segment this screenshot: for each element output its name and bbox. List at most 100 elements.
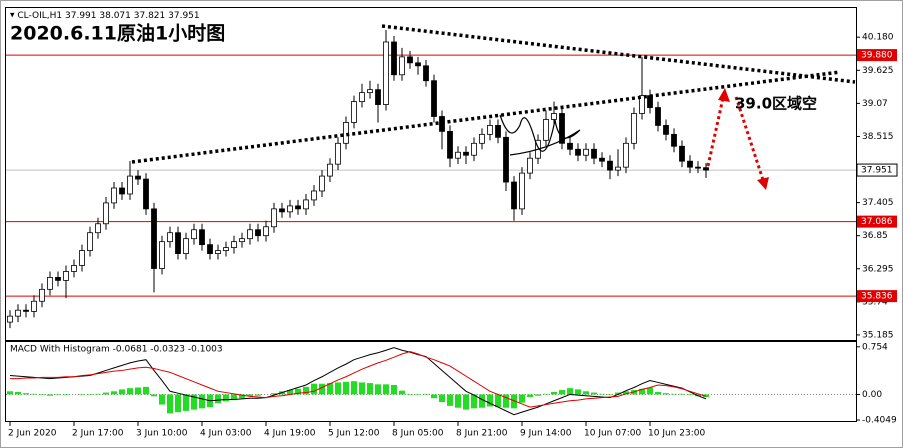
candle-body xyxy=(127,175,133,195)
x-tick-label: 9 Jun 14:00 xyxy=(520,429,572,439)
candle-body xyxy=(175,232,181,254)
candle-body xyxy=(375,89,381,105)
histogram-bar xyxy=(455,394,461,408)
histogram-bar xyxy=(623,391,629,395)
candle-body xyxy=(695,166,701,169)
histogram-bar xyxy=(327,383,333,395)
histogram-bar xyxy=(15,391,21,395)
candle-body xyxy=(319,175,325,192)
trend-line xyxy=(381,24,856,84)
candle-body xyxy=(231,241,237,249)
candle-body xyxy=(111,187,117,204)
histogram-bar xyxy=(559,390,565,395)
histogram-bar xyxy=(431,394,437,399)
candle-body xyxy=(287,205,293,213)
histogram-bar xyxy=(191,394,197,410)
macd-line xyxy=(9,347,707,416)
y-tick-label: 37.405 xyxy=(862,198,894,208)
histogram-bar xyxy=(671,393,677,395)
candle-body xyxy=(567,142,573,150)
y-tick-label: 0.754 xyxy=(862,342,888,352)
histogram-bar xyxy=(215,394,221,404)
histogram-bar xyxy=(655,391,661,395)
histogram-bar xyxy=(151,394,157,397)
histogram-bar xyxy=(687,394,693,396)
candle-body xyxy=(63,271,69,281)
histogram-bar xyxy=(23,393,29,395)
candle-body xyxy=(255,229,261,237)
histogram-bar xyxy=(639,388,645,395)
histogram-bar xyxy=(703,394,709,397)
candle-body xyxy=(167,232,173,243)
histogram-bar xyxy=(103,392,109,395)
signature xyxy=(499,114,581,156)
arrow-down xyxy=(734,96,765,181)
candle-body xyxy=(415,62,421,67)
candle-body xyxy=(335,142,341,165)
histogram-bar xyxy=(175,394,181,413)
histogram-bar xyxy=(439,394,445,403)
candle-body xyxy=(55,277,61,281)
candle-body xyxy=(463,151,469,156)
histogram-bar xyxy=(535,394,541,396)
histogram-bar xyxy=(287,390,293,395)
histogram-bar xyxy=(63,394,69,396)
histogram-bar xyxy=(647,387,653,395)
candle-body xyxy=(263,226,269,237)
level-box xyxy=(857,49,897,62)
histogram-bar xyxy=(255,394,261,396)
histogram-bar xyxy=(7,391,13,395)
candle-body xyxy=(39,288,45,302)
candle-body xyxy=(391,41,397,76)
candle-body xyxy=(407,56,413,64)
histogram-bar xyxy=(359,382,365,395)
candle-body xyxy=(431,80,437,117)
histogram-bar xyxy=(375,384,381,395)
macd-title: MACD With Histogram -0.0681 -0.0323 -0.1… xyxy=(10,345,223,355)
candle-body xyxy=(583,148,589,156)
last-close: 37.951 xyxy=(168,11,200,21)
histogram-bar xyxy=(383,384,389,395)
macd-panel xyxy=(5,341,857,422)
histogram-bar xyxy=(295,388,301,395)
candle-body xyxy=(119,187,125,195)
last-price-label: 37.951 xyxy=(861,166,893,176)
candle-body xyxy=(455,151,461,159)
y-tick-label: 39.07 xyxy=(862,99,888,109)
histogram-bar xyxy=(447,394,453,406)
x-tick-label: 4 Jun 03:00 xyxy=(200,429,252,439)
candle-body xyxy=(327,163,333,177)
signal-line xyxy=(10,350,707,408)
histogram-bar xyxy=(31,393,37,395)
candle-body xyxy=(247,229,253,240)
histogram-bar xyxy=(47,394,53,396)
candle-body xyxy=(503,136,509,183)
histogram-bar xyxy=(567,388,573,395)
candle-body xyxy=(7,315,13,323)
candle-body xyxy=(215,250,221,254)
level-label: 39.880 xyxy=(861,51,893,61)
x-tick-label: 4 Jun 19:00 xyxy=(264,429,316,439)
trend-lines xyxy=(131,24,856,164)
y-tick-label: 0.00 xyxy=(862,390,882,400)
candle-body xyxy=(575,148,581,156)
candle-body xyxy=(135,175,141,180)
candle-body xyxy=(87,232,93,251)
level-box xyxy=(857,215,897,228)
candle-body xyxy=(663,125,669,135)
histogram-bar xyxy=(55,394,61,396)
candle-body xyxy=(271,208,277,228)
histogram-bar xyxy=(335,382,341,395)
candle-body xyxy=(703,167,709,171)
y-tick-label: 36.85 xyxy=(862,231,888,241)
candle-body xyxy=(423,65,429,82)
candle-body xyxy=(279,208,285,213)
histogram-bar xyxy=(463,394,469,410)
histogram-bar xyxy=(143,386,149,395)
histogram-bar xyxy=(551,391,557,395)
histogram-bar xyxy=(271,393,277,395)
candle-body xyxy=(559,113,565,144)
y-tick-label: 35.185 xyxy=(862,330,894,340)
y-tick-label: 40.180 xyxy=(862,33,894,43)
